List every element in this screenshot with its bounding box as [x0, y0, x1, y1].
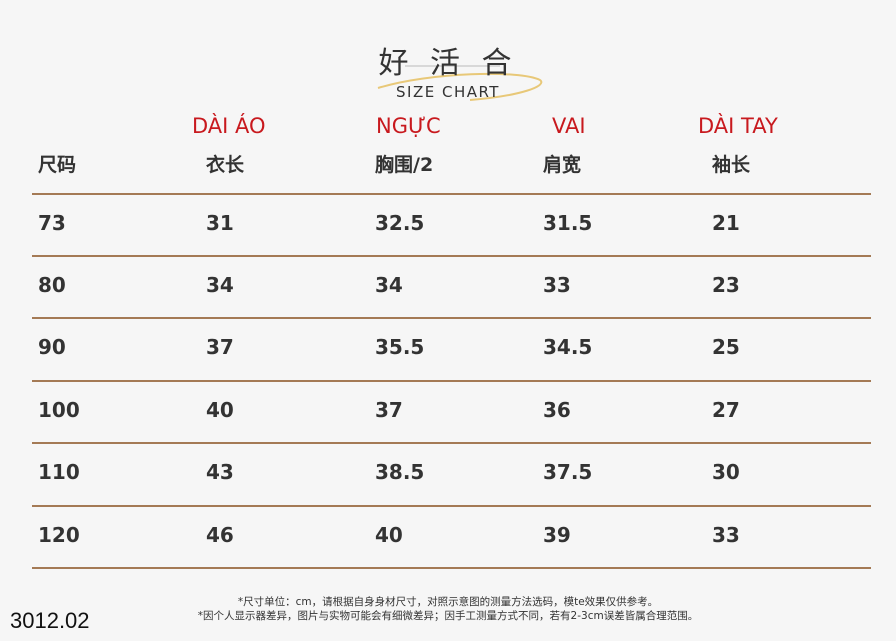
cell: 30	[712, 460, 740, 484]
rule	[32, 193, 871, 195]
cell: 38.5	[375, 460, 425, 484]
cell: 33	[543, 273, 571, 297]
note: *尺寸单位：cm，请根据自身身材尺寸，对照示意图的测量方法选码，模te效果仅供参…	[237, 596, 659, 608]
product-code: 3012.02	[10, 608, 90, 633]
cell: 35.5	[375, 335, 425, 359]
swoosh	[377, 72, 543, 101]
cell: 90	[38, 335, 66, 359]
cell: 36	[543, 398, 571, 422]
cell: 34	[375, 273, 403, 297]
cell: 110	[38, 460, 80, 484]
cell: 100	[38, 398, 80, 422]
column-header: 袖长	[712, 154, 751, 176]
cell: 32.5	[375, 211, 425, 235]
cell: 46	[206, 523, 234, 547]
cell: 37	[206, 335, 234, 359]
rule	[32, 380, 871, 382]
column-label-vn: NGỰC	[376, 114, 441, 138]
cell: 34.5	[543, 335, 593, 359]
cell: 120	[38, 523, 80, 547]
cell: 31	[206, 211, 234, 235]
cell: 40	[206, 398, 234, 422]
rule	[32, 505, 871, 507]
cell: 27	[712, 398, 740, 422]
note: *因个人显示器差异，图片与实物可能会有细微差异；因手工测量方式不同，若有2-3c…	[197, 610, 699, 622]
column-label-vn: VAI	[552, 114, 586, 138]
column-label-vn: DÀI ÁO	[192, 114, 266, 138]
column-header: 胸围/2	[375, 154, 434, 176]
cell: 31.5	[543, 211, 593, 235]
cell: 23	[712, 273, 740, 297]
cell: 80	[38, 273, 66, 297]
cell: 37	[375, 398, 403, 422]
rule	[32, 442, 871, 444]
cell: 33	[712, 523, 740, 547]
rule	[32, 567, 871, 569]
rule	[32, 317, 871, 319]
column-header: 衣长	[206, 154, 245, 176]
cell: 39	[543, 523, 571, 547]
cell: 43	[206, 460, 234, 484]
column-header: 肩宽	[543, 154, 582, 176]
subtitle: SIZE CHART	[396, 83, 500, 101]
rule	[32, 255, 871, 257]
column-header: 尺码	[38, 154, 77, 176]
cell: 73	[38, 211, 66, 235]
column-label-vn: DÀI TAY	[698, 114, 778, 138]
cell: 40	[375, 523, 403, 547]
cell: 37.5	[543, 460, 593, 484]
cell: 34	[206, 273, 234, 297]
cell: 25	[712, 335, 740, 359]
title: 好 活 合	[378, 46, 518, 81]
cell: 21	[712, 211, 740, 235]
